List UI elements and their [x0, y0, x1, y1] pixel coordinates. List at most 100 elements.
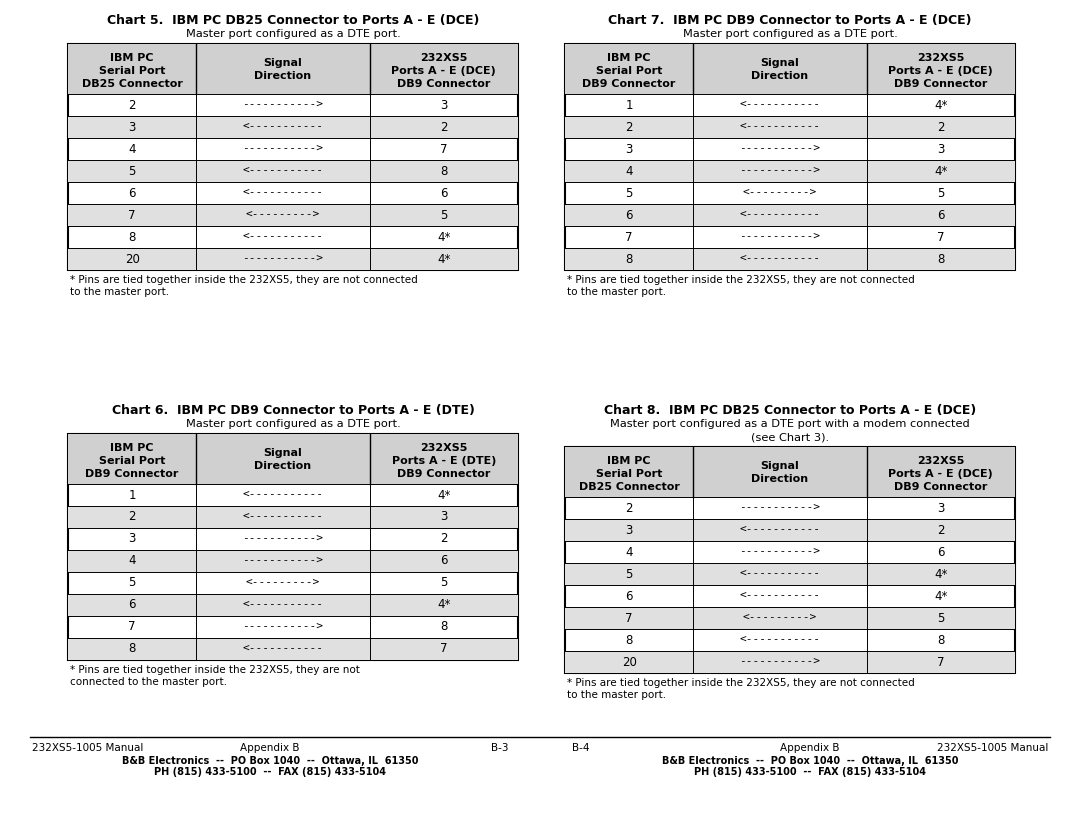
Text: 232XS5: 232XS5	[917, 455, 964, 465]
Text: 7: 7	[625, 230, 633, 244]
Text: IBM PC: IBM PC	[607, 455, 651, 465]
Text: Master port configured as a DTE port with a modem connected: Master port configured as a DTE port wit…	[610, 419, 970, 429]
Bar	[565, 651, 1015, 673]
Bar	[565, 607, 1015, 629]
Text: 232XS5: 232XS5	[420, 53, 468, 63]
Text: 2: 2	[937, 524, 945, 536]
Text: Master port configured as a DTE port.: Master port configured as a DTE port.	[186, 419, 401, 429]
Bar	[68, 434, 518, 660]
Text: * Pins are tied together inside the 232XS5, they are not connected: * Pins are tied together inside the 232X…	[567, 678, 915, 688]
Text: 2: 2	[440, 532, 447, 545]
Text: 2: 2	[129, 98, 136, 112]
Text: * Pins are tied together inside the 232XS5, they are not connected: * Pins are tied together inside the 232X…	[70, 275, 418, 285]
Text: 5: 5	[440, 576, 447, 590]
Text: * Pins are tied together inside the 232XS5, they are not: * Pins are tied together inside the 232X…	[70, 665, 360, 675]
Text: 2: 2	[937, 120, 945, 133]
Text: Signal: Signal	[264, 58, 302, 68]
Text: 2: 2	[440, 120, 447, 133]
Text: 3: 3	[625, 143, 633, 155]
Text: 3: 3	[440, 510, 447, 524]
Text: 3: 3	[129, 120, 136, 133]
Text: <--------->: <--------->	[246, 578, 320, 588]
Text: ----------->: ----------->	[740, 503, 821, 513]
Bar	[565, 116, 1015, 138]
Text: B-4: B-4	[572, 743, 590, 753]
Text: ----------->: ----------->	[740, 166, 821, 176]
Text: Serial Port: Serial Port	[99, 455, 165, 465]
Text: ----------->: ----------->	[242, 622, 323, 632]
Text: 8: 8	[937, 634, 944, 646]
Text: ----------->: ----------->	[242, 100, 323, 110]
Text: 7: 7	[129, 620, 136, 634]
Text: 6: 6	[625, 590, 633, 602]
Text: DB25 Connector: DB25 Connector	[82, 78, 183, 88]
Text: <-----------: <-----------	[740, 525, 821, 535]
Text: 4: 4	[129, 555, 136, 567]
Text: DB9 Connector: DB9 Connector	[582, 78, 676, 88]
Text: B&B Electronics  --  PO Box 1040  --  Ottawa, IL  61350: B&B Electronics -- PO Box 1040 -- Ottawa…	[122, 756, 418, 766]
Text: Serial Port: Serial Port	[99, 66, 165, 76]
Text: ----------->: ----------->	[740, 657, 821, 667]
Text: PH (815) 433-5100  --  FAX (815) 433-5104: PH (815) 433-5100 -- FAX (815) 433-5104	[694, 767, 926, 777]
Bar	[68, 44, 518, 270]
Text: Appendix B: Appendix B	[240, 743, 300, 753]
Text: ----------->: ----------->	[740, 547, 821, 557]
Text: 232XS5: 232XS5	[917, 53, 964, 63]
Bar	[565, 44, 1015, 270]
Text: 5: 5	[937, 187, 944, 199]
Text: Direction: Direction	[752, 474, 809, 484]
Text: DB9 Connector: DB9 Connector	[397, 78, 490, 88]
Bar	[68, 204, 518, 226]
Bar	[565, 248, 1015, 270]
Text: connected to the master port.: connected to the master port.	[70, 677, 227, 687]
Text: to the master port.: to the master port.	[70, 287, 170, 297]
Text: <--------->: <--------->	[246, 210, 320, 220]
Text: <-----------: <-----------	[242, 232, 323, 242]
Bar	[68, 506, 518, 528]
Text: Signal: Signal	[760, 461, 799, 471]
Text: 7: 7	[129, 208, 136, 222]
Text: 8: 8	[129, 230, 136, 244]
Text: 3: 3	[937, 143, 944, 155]
Text: 4: 4	[625, 545, 633, 559]
Text: Ports A - E (DCE): Ports A - E (DCE)	[391, 66, 496, 76]
Text: Ports A - E (DCE): Ports A - E (DCE)	[889, 66, 994, 76]
Text: * Pins are tied together inside the 232XS5, they are not connected: * Pins are tied together inside the 232X…	[567, 275, 915, 285]
Text: 2: 2	[129, 510, 136, 524]
Text: Signal: Signal	[264, 448, 302, 458]
Bar	[565, 447, 1015, 673]
Bar	[68, 638, 518, 660]
Text: ----------->: ----------->	[740, 144, 821, 154]
Text: Chart 5.  IBM PC DB25 Connector to Ports A - E (DCE): Chart 5. IBM PC DB25 Connector to Ports …	[107, 14, 480, 27]
Text: Direction: Direction	[752, 71, 809, 81]
Text: 7: 7	[937, 656, 945, 669]
Text: DB9 Connector: DB9 Connector	[85, 469, 179, 479]
Text: Direction: Direction	[254, 461, 311, 471]
Text: 6: 6	[440, 555, 447, 567]
Text: <-----------: <-----------	[740, 122, 821, 132]
Text: <-----------: <-----------	[242, 188, 323, 198]
Bar	[68, 550, 518, 572]
Text: <-----------: <-----------	[242, 600, 323, 610]
Text: 2: 2	[625, 120, 633, 133]
Text: ----------->: ----------->	[242, 144, 323, 154]
Text: 5: 5	[937, 611, 944, 625]
Text: <-----------: <-----------	[740, 254, 821, 264]
Text: <-----------: <-----------	[740, 569, 821, 579]
Text: ----------->: ----------->	[242, 534, 323, 544]
Text: Master port configured as a DTE port.: Master port configured as a DTE port.	[683, 29, 897, 39]
Text: 4*: 4*	[934, 590, 947, 602]
Text: Serial Port: Serial Port	[596, 66, 662, 76]
Text: 8: 8	[625, 634, 633, 646]
Text: 6: 6	[937, 208, 945, 222]
Text: IBM PC: IBM PC	[110, 53, 153, 63]
Text: 7: 7	[440, 143, 447, 155]
Text: <-----------: <-----------	[242, 166, 323, 176]
Text: 5: 5	[625, 187, 633, 199]
Bar	[68, 594, 518, 616]
Text: Chart 6.  IBM PC DB9 Connector to Ports A - E (DTE): Chart 6. IBM PC DB9 Connector to Ports A…	[111, 404, 474, 417]
Text: 5: 5	[129, 164, 136, 178]
Text: 7: 7	[625, 611, 633, 625]
Text: to the master port.: to the master port.	[567, 287, 666, 297]
Text: 8: 8	[129, 642, 136, 656]
